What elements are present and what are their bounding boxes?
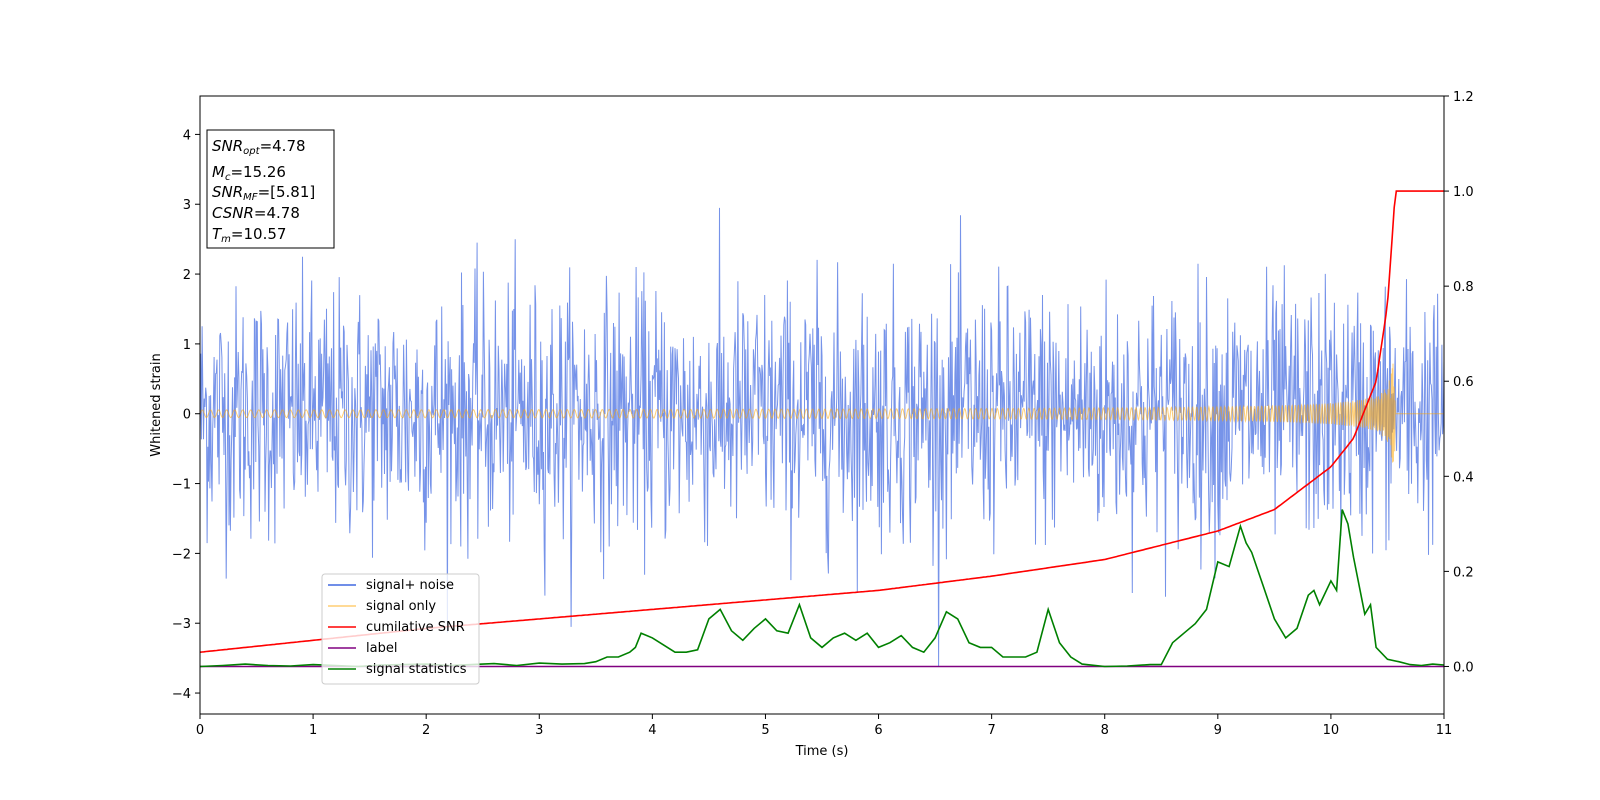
info-line: Mc=15.26 [212,163,286,183]
info-line: SNRopt=4.78 [212,137,306,157]
info-line: CSNR=4.78 [212,204,300,222]
x-tick-label: 5 [761,723,769,738]
legend-entry: cumilative SNR [366,620,465,635]
x-tick-label: 0 [196,723,204,738]
x-tick-label: 1 [309,723,317,738]
y-left-tick-label: 2 [183,268,191,283]
info-line: SNRMF=[5.81] [212,183,315,203]
y-left-tick-label: −2 [172,547,191,562]
y-left-tick-label: −1 [172,478,191,493]
plot-frame [199,95,1445,715]
y-right-tick-label: 0.2 [1453,565,1474,580]
legend-entry: signal+ noise [366,578,454,593]
x-tick-label: 6 [874,723,882,738]
x-tick-label: 11 [1436,723,1453,738]
y-left-tick-label: 1 [183,338,191,353]
y-left-tick-label: 0 [183,408,191,423]
y-right-tick-label: 1.0 [1453,185,1474,200]
info-line: Tm=10.57 [212,225,286,245]
x-tick-label: 3 [535,723,543,738]
axes: 0 1 2 3 4 5 6 7 8 9 10 11 −4 −3 −2 −1 0 1 2 3 4 0.0 0.2 0.4 0.6 0… [172,90,1474,738]
y-left-tick-label: 4 [183,128,191,143]
legend: signal+ noise signal only cumilative SNR la… [321,573,480,685]
legend-entry: label [366,641,397,656]
x-tick-label: 10 [1323,723,1340,738]
x-tick-label: 8 [1101,723,1109,738]
y-left-tick-label: −4 [172,687,191,702]
info-annotation-box: SNRopt=4.78 Mc=15.26SNRMF=[5.81]CSNR=4.78… [206,129,335,249]
x-tick-label: 7 [987,723,995,738]
legend-entry: signal only [366,599,436,614]
y-left-tick-label: −3 [172,617,191,632]
y-right-tick-label: 0.8 [1453,280,1474,295]
info-box-frame [206,129,335,249]
x-tick-label: 2 [422,723,430,738]
series-signal-only [200,363,1444,463]
y-right-tick-label: 1.2 [1453,90,1474,105]
y-right-tick-label: 0.6 [1453,375,1474,390]
x-tick-label: 4 [648,723,656,738]
x-axis-label: Time (s) [795,744,849,759]
legend-frame [321,573,480,685]
series-signal-noise [200,207,1444,667]
y-right-tick-label: 0.4 [1453,470,1474,485]
y-left-tick-label: 3 [183,198,191,213]
series-signal-statistics [200,509,1444,668]
x-tick-label: 9 [1214,723,1222,738]
y-right-tick-label: 0.0 [1453,660,1474,675]
y-axis-label: Whitened strain [149,353,164,456]
legend-entry: signal statistics [366,662,467,677]
